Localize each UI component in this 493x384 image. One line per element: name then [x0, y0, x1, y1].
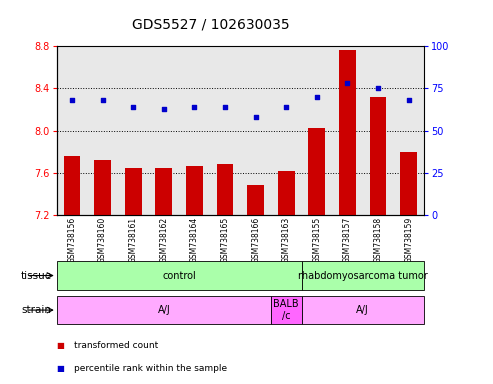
Point — [405, 97, 413, 103]
Text: percentile rank within the sample: percentile rank within the sample — [74, 364, 227, 373]
Point — [282, 104, 290, 110]
Bar — [339, 50, 356, 215]
Text: ■: ■ — [57, 341, 65, 350]
Text: A/J: A/J — [157, 305, 170, 315]
Bar — [155, 167, 172, 215]
Bar — [271, 296, 302, 324]
Bar — [216, 164, 234, 215]
Bar — [57, 261, 302, 290]
Bar — [302, 261, 424, 290]
Bar — [125, 167, 141, 215]
Point — [129, 104, 137, 110]
Point — [68, 97, 76, 103]
Point — [252, 114, 260, 120]
Point — [190, 104, 198, 110]
Bar — [278, 170, 295, 215]
Text: BALB
/c: BALB /c — [274, 299, 299, 321]
Bar — [302, 296, 424, 324]
Bar — [94, 160, 111, 215]
Point — [313, 94, 321, 100]
Text: control: control — [162, 270, 196, 281]
Text: strain: strain — [22, 305, 52, 315]
Point — [374, 85, 382, 91]
Bar — [370, 97, 387, 215]
Text: GDS5527 / 102630035: GDS5527 / 102630035 — [132, 18, 290, 32]
Point — [160, 106, 168, 112]
Bar — [247, 185, 264, 215]
Text: transformed count: transformed count — [74, 341, 158, 350]
Point — [99, 97, 106, 103]
Bar — [186, 166, 203, 215]
Point — [344, 80, 352, 86]
Bar — [64, 156, 80, 215]
Point — [221, 104, 229, 110]
Text: tissue: tissue — [21, 270, 52, 281]
Text: ■: ■ — [57, 364, 65, 373]
Text: A/J: A/J — [356, 305, 369, 315]
Bar — [400, 152, 417, 215]
Bar — [57, 296, 271, 324]
Text: rhabdomyosarcoma tumor: rhabdomyosarcoma tumor — [298, 270, 427, 281]
Bar — [309, 128, 325, 215]
